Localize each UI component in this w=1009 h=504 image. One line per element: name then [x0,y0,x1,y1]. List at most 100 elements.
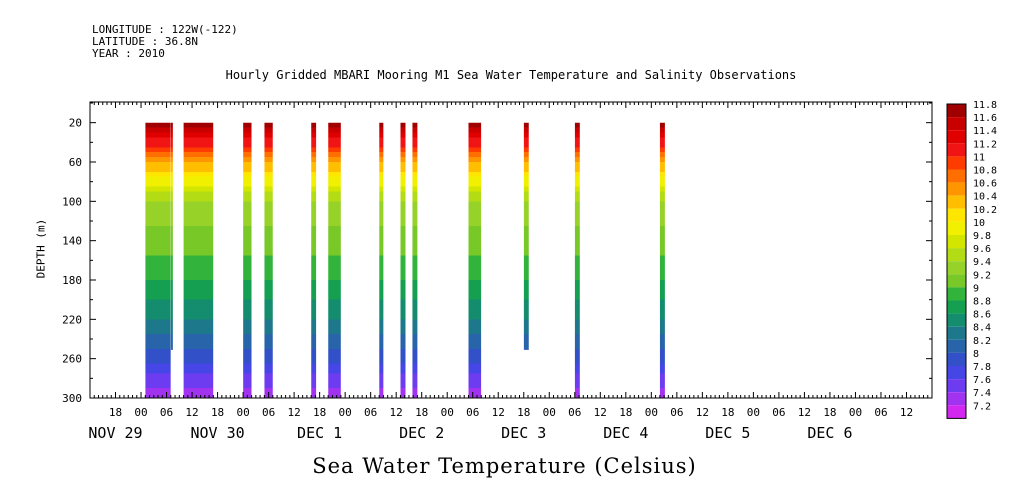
x-tick-label: 00 [134,406,147,419]
colorbar-swatch [947,235,966,249]
x-tick-label: 18 [313,406,326,419]
colorbar-frame [946,103,967,419]
colorbar-label: 8.4 [973,323,991,334]
colorbar-label: 10.8 [973,166,997,177]
x-tick-label: 06 [466,406,479,419]
x-date-label: DEC 1 [297,424,342,442]
x-tick-label: 00 [747,406,760,419]
observation-block [400,122,406,399]
colorbar-swatch [947,352,966,366]
colorbar-label: 8 [973,349,979,360]
colorbar-swatch [947,379,966,393]
chart-title: Hourly Gridded MBARI Mooring M1 Sea Wate… [225,68,797,82]
x-tick-label: 00 [645,406,658,419]
year-label: YEAR : 2010 [92,47,165,60]
observation-block [659,122,665,399]
y-tick-label: 20 [69,117,82,130]
observation-block [183,122,214,399]
x-tick-label: 06 [160,406,173,419]
x-tick-label: 12 [798,406,811,419]
colorbar-swatch [947,326,966,340]
x-tick-label: 12 [185,406,198,419]
colorbar-label: 7.4 [973,388,991,399]
x-tick-label: 12 [900,406,913,419]
x-date-label: NOV 29 [88,424,142,442]
y-tick-label: 220 [62,313,82,326]
colorbar-swatch [947,287,966,301]
x-tick-label: 18 [211,406,224,419]
observation-block [523,122,529,350]
y-tick-label: 180 [62,274,82,287]
colorbar-label: 8.6 [973,310,991,321]
y-tick-label: 300 [62,392,82,405]
colorbar-swatch [947,274,966,288]
colorbar-label: 11 [973,152,985,163]
axes: 18 00 06 12 18 00 06 12 18 00 06 12 18 00 06 12 18 00 06 12… [62,101,933,442]
x-tick-label: 18 [517,406,530,419]
colorbar-swatch [947,248,966,262]
colorbar-label: 9.8 [973,231,991,242]
observation-fill [468,122,482,399]
y-tick-label: 60 [69,156,82,169]
colorbar-swatch [947,104,966,118]
x-tick-label: 12 [696,406,709,419]
x-tick-label: 06 [874,406,887,419]
colorbar-swatch [947,339,966,353]
colorbar-label: 7.6 [973,375,991,386]
x-date-label: DEC 4 [603,424,648,442]
colorbar-label: 7.8 [973,362,991,373]
colorbar-swatch [947,366,966,380]
latitude-label: LATITUDE : 36.8N [92,35,198,48]
x-tick-label: 06 [364,406,377,419]
observation-fill [183,122,214,399]
x-tick-label: 06 [262,406,275,419]
observation-fill [243,122,252,399]
x-tick-label: 00 [849,406,862,419]
colorbar-swatch [947,300,966,314]
colorbar-swatch [947,130,966,144]
x-tick-label: 00 [236,406,249,419]
observation-block [243,122,252,399]
x-tick-label: 18 [415,406,428,419]
observation-fill [145,122,171,399]
x-tick-label: 00 [543,406,556,419]
x-tick-label: 18 [619,406,632,419]
colorbar-swatch [947,169,966,183]
observation-block [145,122,171,399]
observation-block [328,122,341,399]
colorbar-swatch [947,182,966,196]
observation-fill [574,122,580,399]
observation-fill [328,122,341,399]
longitude-label: LONGITUDE : 122W(-122) [92,23,238,36]
colorbar-label: 10 [973,218,985,229]
plot-frame [89,101,933,399]
observation-block [468,122,482,399]
x-date-label: DEC 5 [705,424,750,442]
colorbar-label: 10.6 [973,179,997,190]
x-tick-label: 18 [109,406,122,419]
y-tick-label: 260 [62,353,82,366]
colorbar-label: 8.2 [973,336,991,347]
colorbar-label: 7.2 [973,401,991,412]
observation-fill [264,122,273,399]
colorbar-label: 11.6 [973,113,997,124]
x-tick-label: 00 [441,406,454,419]
colorbar-label: 9.6 [973,244,991,255]
observation-fill [170,122,173,350]
x-tick-label: 06 [568,406,581,419]
x-tick-label: 12 [390,406,403,419]
x-date-label: DEC 2 [399,424,444,442]
x-axis-label: Sea Water Temperature (Celsius) [312,454,697,478]
observation-block [574,122,580,399]
observation-block [379,122,384,399]
colorbar-label: 10.4 [973,192,997,203]
colorbar-label: 11.8 [973,100,997,111]
x-tick-label: 12 [287,406,300,419]
colorbar-swatch [947,392,966,406]
colorbar-label: 10.2 [973,205,997,216]
observation-fill [379,122,384,399]
x-tick-label: 12 [594,406,607,419]
x-tick-label: 18 [721,406,734,419]
x-tick-label: 06 [772,406,785,419]
